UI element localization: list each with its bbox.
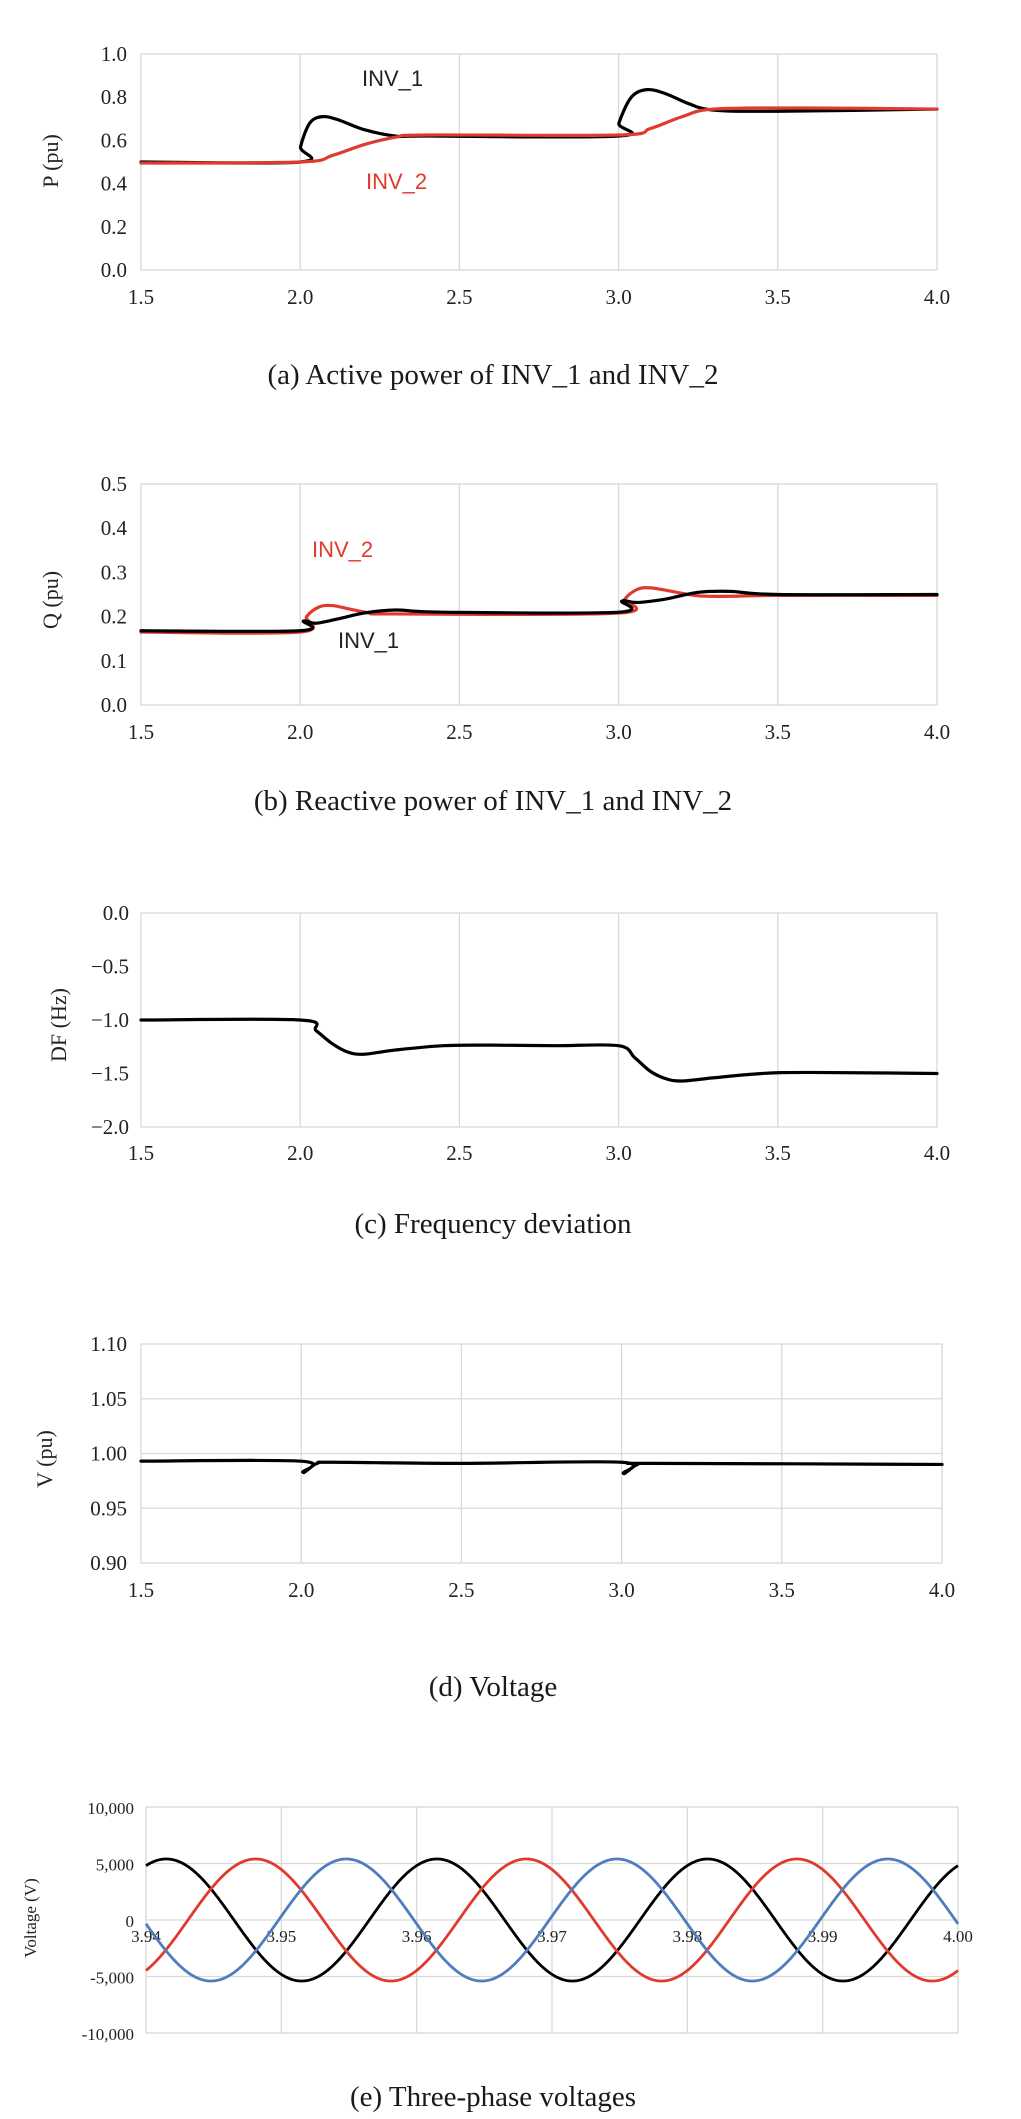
x-tick-label: 4.0 <box>929 1578 955 1602</box>
panel-voltage: V (pu) (d) Voltage 1.5 2.0 2.5 3.0 3.5 4.0 0.9… <box>32 1332 955 1703</box>
y-tick-label: 0.95 <box>90 1496 127 1520</box>
x-tick-label: 1.5 <box>128 1141 154 1165</box>
x-tick-label: 3.0 <box>605 720 631 744</box>
panel-e-ylabel: Voltage (V) <box>21 1878 40 1957</box>
x-tick-label: 2.5 <box>446 285 472 309</box>
y-tick-label: 0.3 <box>101 560 127 584</box>
y-tick-label: 1.00 <box>90 1442 127 1466</box>
inv1-label-a: INV_1 <box>362 66 423 91</box>
y-tick-label: −2.0 <box>91 1115 129 1139</box>
panel-c-caption: (c) Frequency deviation <box>354 1208 632 1240</box>
y-tick-label: 0.0 <box>101 693 127 717</box>
y-tick-label: 0.8 <box>101 85 127 109</box>
x-tick-label: 3.99 <box>808 1927 838 1946</box>
x-tick-label: 3.5 <box>765 285 791 309</box>
panel-three-phase-voltages: Voltage (V) (e) Three-phase voltages 3.9… <box>21 1799 973 2113</box>
y-tick-label: 0.2 <box>101 215 127 239</box>
x-tick-label: 2.0 <box>288 1578 314 1602</box>
panel-a-ylabel: P (pu) <box>38 134 63 188</box>
y-tick-label: 0.6 <box>101 128 127 152</box>
y-tick-label: 1.0 <box>101 42 127 66</box>
x-tick-label: 4.0 <box>924 720 950 744</box>
x-tick-label: 1.5 <box>128 285 154 309</box>
x-tick-label: 3.97 <box>537 1927 567 1946</box>
x-tick-label: 3.98 <box>672 1927 702 1946</box>
y-tick-label: 0 <box>126 1912 135 1931</box>
y-tick-label: 0.2 <box>101 605 127 629</box>
x-tick-label: 2.0 <box>287 720 313 744</box>
x-tick-label: 3.0 <box>605 1141 631 1165</box>
panel-frequency-deviation: DF (Hz) (c) Frequency deviation 1.5 2.0 2.… <box>46 901 950 1240</box>
y-tick-label: -5,000 <box>90 1969 134 1988</box>
phase-voltage-line <box>145 1857 959 1983</box>
phase-voltage-line <box>144 1857 960 1983</box>
panel-c-ylabel: DF (Hz) <box>46 988 71 1062</box>
x-tick-label: 3.94 <box>131 1927 161 1946</box>
inv1-label-b: INV_1 <box>338 628 399 653</box>
y-tick-label: −0.5 <box>91 955 129 979</box>
x-tick-label: 3.95 <box>266 1927 296 1946</box>
x-tick-label: 1.5 <box>128 720 154 744</box>
x-tick-label: 4.0 <box>924 1141 950 1165</box>
y-tick-label: 0.5 <box>101 472 127 496</box>
x-tick-label: 4.00 <box>943 1927 973 1946</box>
x-tick-label: 2.5 <box>446 1141 472 1165</box>
response-line <box>139 1017 939 1083</box>
inv2-label-a: INV_2 <box>366 169 427 194</box>
y-tick-label: 1.05 <box>90 1387 127 1411</box>
y-tick-label: 0.90 <box>90 1551 127 1575</box>
x-tick-label: 4.0 <box>924 285 950 309</box>
y-tick-label: 0.0 <box>101 258 127 282</box>
response-line <box>139 1458 944 1476</box>
y-tick-label: 1.10 <box>90 1332 127 1356</box>
y-tick-label: 0.0 <box>103 901 129 925</box>
x-tick-label: 3.0 <box>608 1578 634 1602</box>
panel-d-ylabel: V (pu) <box>32 1430 57 1488</box>
x-tick-label: 3.5 <box>765 720 791 744</box>
x-tick-label: 3.0 <box>605 285 631 309</box>
panel-d-caption: (d) Voltage <box>429 1671 558 1703</box>
x-tick-label: 1.5 <box>128 1578 154 1602</box>
inv-1-line <box>139 87 939 165</box>
gridlines <box>145 1806 959 2034</box>
inv-2-line <box>139 106 939 165</box>
y-tick-label: -10,000 <box>82 2025 134 2044</box>
y-tick-label: 0.1 <box>101 649 127 673</box>
phase-voltage-line <box>145 1857 959 1983</box>
panel-e-caption: (e) Three-phase voltages <box>350 2081 636 2113</box>
x-tick-label: 3.5 <box>765 1141 791 1165</box>
panel-a-caption: (a) Active power of INV_1 and INV_2 <box>268 359 719 391</box>
y-tick-label: 10,000 <box>87 1799 134 1818</box>
y-tick-label: −1.5 <box>91 1062 129 1086</box>
inv-1-line <box>139 589 939 634</box>
panel-b-ylabel: Q (pu) <box>38 571 63 629</box>
y-tick-label: 5,000 <box>96 1856 134 1875</box>
x-tick-label: 2.5 <box>446 720 472 744</box>
x-tick-label: 2.0 <box>287 285 313 309</box>
panel-b-caption: (b) Reactive power of INV_1 and INV_2 <box>254 785 732 817</box>
x-tick-label: 3.96 <box>402 1927 432 1946</box>
x-tick-label: 2.0 <box>287 1141 313 1165</box>
y-tick-label: 0.4 <box>101 516 128 540</box>
x-tick-label: 2.5 <box>448 1578 474 1602</box>
gridlines <box>140 1343 943 1564</box>
inv2-label-b: INV_2 <box>312 537 373 562</box>
y-tick-label: −1.0 <box>91 1008 129 1032</box>
panel-active-power: P (pu) (a) Active power of INV_1 and INV… <box>38 42 950 391</box>
panel-reactive-power: Q (pu) (b) Reactive power of INV_1 and I… <box>38 472 950 817</box>
x-tick-label: 3.5 <box>769 1578 795 1602</box>
y-tick-label: 0.4 <box>101 172 128 196</box>
